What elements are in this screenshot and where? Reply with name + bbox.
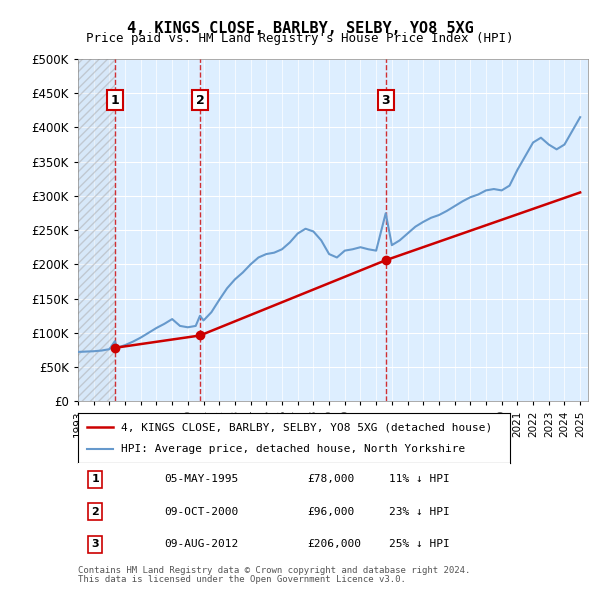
- Text: 09-OCT-2000: 09-OCT-2000: [164, 507, 239, 517]
- Text: 2: 2: [196, 94, 205, 107]
- Text: £206,000: £206,000: [307, 539, 361, 549]
- Text: 1: 1: [91, 474, 99, 484]
- Text: 1: 1: [110, 94, 119, 107]
- Text: HPI: Average price, detached house, North Yorkshire: HPI: Average price, detached house, Nort…: [121, 444, 466, 454]
- Text: 3: 3: [382, 94, 390, 107]
- Text: 2: 2: [91, 507, 99, 517]
- Text: This data is licensed under the Open Government Licence v3.0.: This data is licensed under the Open Gov…: [78, 575, 406, 584]
- Text: 4, KINGS CLOSE, BARLBY, SELBY, YO8 5XG: 4, KINGS CLOSE, BARLBY, SELBY, YO8 5XG: [127, 21, 473, 35]
- Text: 05-MAY-1995: 05-MAY-1995: [164, 474, 239, 484]
- Text: Price paid vs. HM Land Registry's House Price Index (HPI): Price paid vs. HM Land Registry's House …: [86, 32, 514, 45]
- Text: 3: 3: [91, 539, 99, 549]
- Text: Contains HM Land Registry data © Crown copyright and database right 2024.: Contains HM Land Registry data © Crown c…: [78, 566, 470, 575]
- Text: £96,000: £96,000: [307, 507, 354, 517]
- Text: 09-AUG-2012: 09-AUG-2012: [164, 539, 239, 549]
- Text: 11% ↓ HPI: 11% ↓ HPI: [389, 474, 450, 484]
- Text: 25% ↓ HPI: 25% ↓ HPI: [389, 539, 450, 549]
- Text: 4, KINGS CLOSE, BARLBY, SELBY, YO8 5XG (detached house): 4, KINGS CLOSE, BARLBY, SELBY, YO8 5XG (…: [121, 422, 493, 432]
- Text: 23% ↓ HPI: 23% ↓ HPI: [389, 507, 450, 517]
- Text: £78,000: £78,000: [307, 474, 354, 484]
